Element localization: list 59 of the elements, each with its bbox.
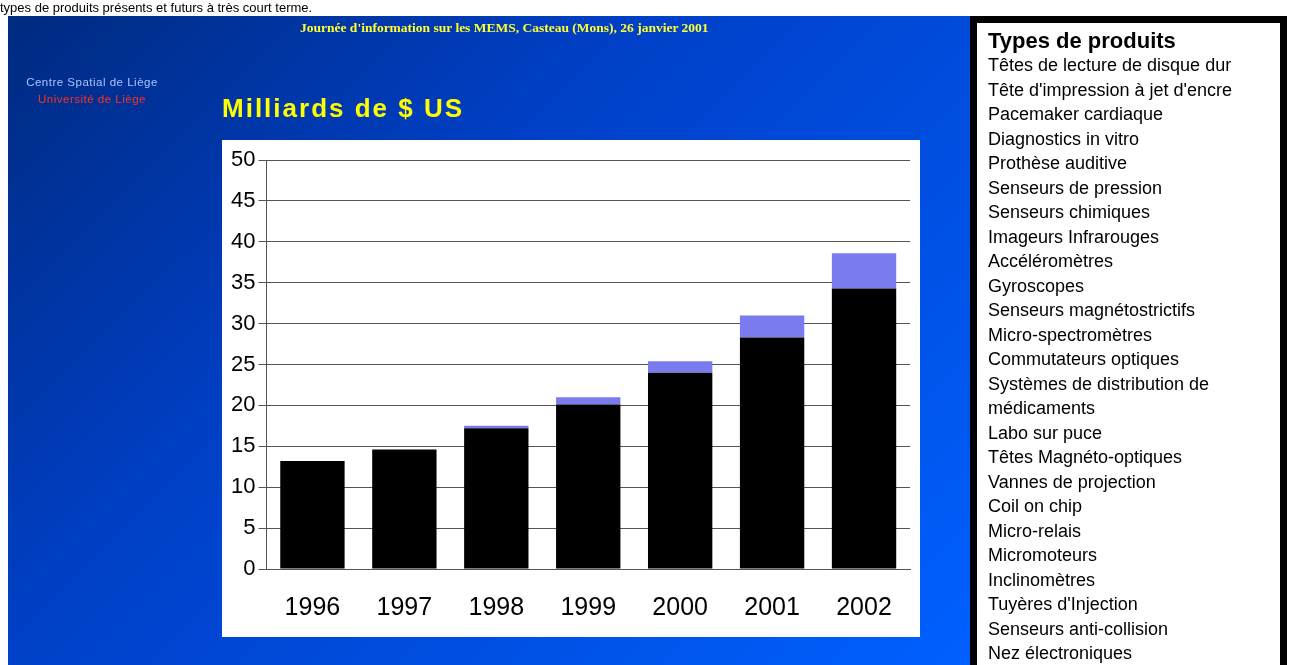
text: Tête d'impression à jet d'encre — [988, 78, 1233, 102]
text: Commutateurs optiques — [988, 348, 1181, 371]
bar — [831, 288, 897, 569]
text: Têtes Magnéto-optiques — [988, 446, 1184, 469]
text: Journée d'information sur les MEMS, Casteau (Mons), 26 janvier 2001 — [300, 20, 709, 36]
text: Diagnostics in vitro — [988, 127, 1141, 151]
text: Labo sur puce — [988, 421, 1104, 445]
text: Nez électroniques — [988, 642, 1134, 665]
text: Centre Spatial de Liège — [25, 76, 159, 88]
x-tick-label: 1997 — [376, 591, 433, 620]
bar — [831, 253, 897, 289]
text: Têtes de lecture de disque dur — [988, 54, 1233, 77]
y-tick-label: 5 — [243, 514, 256, 540]
y-tick-label: 10 — [230, 473, 256, 499]
text: Vannes de projection — [988, 470, 1157, 494]
x-tick-label: 2000 — [652, 591, 708, 620]
bar — [556, 397, 621, 405]
bar — [464, 428, 529, 569]
bar — [556, 404, 621, 569]
bar — [280, 461, 345, 569]
bar — [372, 449, 437, 569]
y-tick-label: 45 — [230, 186, 256, 212]
text: Gyroscopes — [988, 274, 1086, 298]
y-tick-label: 15 — [230, 432, 256, 458]
bar — [739, 337, 805, 569]
x-tick-label: 1996 — [284, 591, 341, 620]
text: Senseurs anti-collision — [988, 617, 1170, 641]
y-tick-label: 50 — [230, 146, 256, 172]
y-tick-label: 30 — [230, 309, 256, 335]
text: Micromoteurs — [988, 544, 1099, 567]
text: Pacemaker cardiaque — [988, 103, 1165, 126]
x-tick-label: 2002 — [836, 591, 892, 620]
y-tick-label: 40 — [230, 227, 256, 253]
y-tick-label: 20 — [230, 391, 256, 417]
text: Micro-spectromètres — [988, 323, 1154, 347]
text: Université de Liège — [37, 93, 147, 105]
bar — [647, 372, 713, 569]
y-tick-label: 35 — [230, 268, 256, 294]
text: Imageurs Infrarouges — [988, 225, 1161, 249]
bar — [647, 361, 713, 373]
text: Senseurs magnétostrictifs — [988, 299, 1197, 322]
text: Prothèse auditive — [988, 152, 1129, 175]
text: Senseurs chimiques — [988, 201, 1152, 224]
text: Inclinomètres — [988, 568, 1097, 592]
text: Senseurs de pression — [988, 176, 1164, 200]
chart-title: Milliards de $ US — [222, 93, 465, 124]
bar — [739, 315, 805, 338]
text: Tuyères d'Injection — [988, 593, 1139, 616]
text: types de produits présents et futurs à très court terme. — [0, 0, 313, 15]
text: Coil on chip — [988, 495, 1084, 518]
x-tick-label: 1998 — [468, 591, 525, 620]
text: Types de produits — [988, 28, 1177, 53]
x-tick-label: 2001 — [744, 591, 800, 620]
text: Accéléromètres — [988, 250, 1115, 273]
text: Micro-relais — [988, 519, 1082, 543]
x-tick-label: 1999 — [560, 591, 617, 620]
text: Systèmes de distribution de médicaments — [988, 372, 1211, 420]
y-tick-label: 0 — [243, 555, 256, 581]
y-tick-label: 25 — [230, 350, 256, 376]
